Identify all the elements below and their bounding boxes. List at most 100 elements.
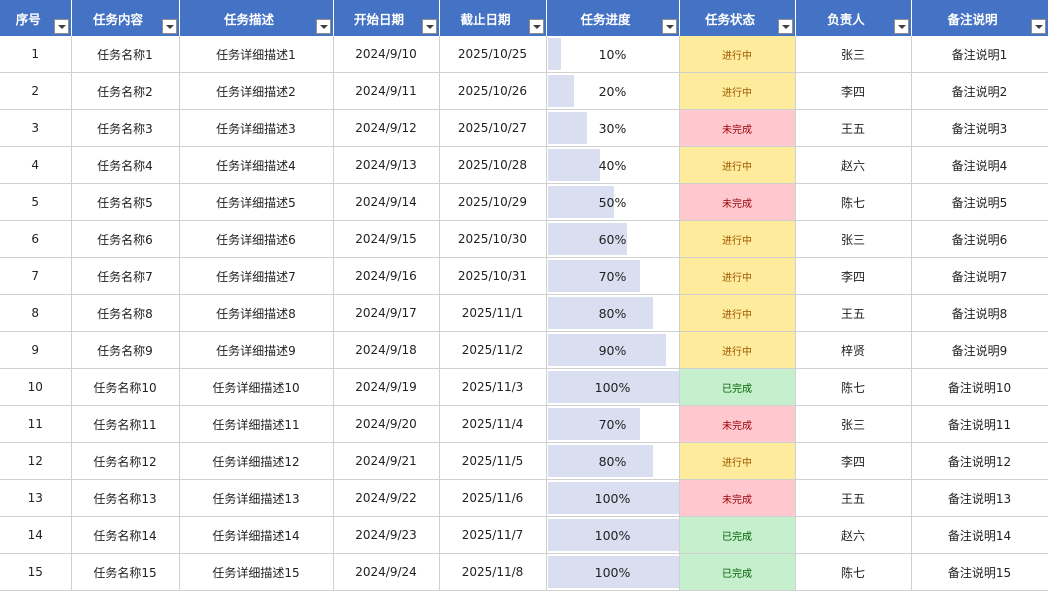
cell-progress[interactable]: 80% xyxy=(546,294,680,332)
filter-dropdown-icon[interactable] xyxy=(777,19,793,34)
cell-owner[interactable]: 张三 xyxy=(795,405,912,443)
cell-description[interactable]: 任务详细描述14 xyxy=(179,516,334,554)
cell-task[interactable]: 任务名称6 xyxy=(71,220,180,258)
cell-note[interactable]: 备注说明11 xyxy=(911,405,1048,443)
cell-note[interactable]: 备注说明6 xyxy=(911,220,1048,258)
cell-task[interactable]: 任务名称11 xyxy=(71,405,180,443)
cell-note[interactable]: 备注说明12 xyxy=(911,442,1048,480)
cell-note[interactable]: 备注说明5 xyxy=(911,183,1048,221)
cell-end-date[interactable]: 2025/10/26 xyxy=(439,72,547,110)
cell-end-date[interactable]: 2025/11/4 xyxy=(439,405,547,443)
cell-end-date[interactable]: 2025/10/27 xyxy=(439,109,547,147)
cell-end-date[interactable]: 2025/11/2 xyxy=(439,331,547,369)
cell-start-date[interactable]: 2024/9/11 xyxy=(333,72,440,110)
cell-note[interactable]: 备注说明10 xyxy=(911,368,1048,406)
cell-status[interactable]: 未完成 xyxy=(679,479,796,517)
cell-owner[interactable]: 陈七 xyxy=(795,183,912,221)
cell-owner[interactable]: 李四 xyxy=(795,72,912,110)
cell-task[interactable]: 任务名称9 xyxy=(71,331,180,369)
cell-owner[interactable]: 王五 xyxy=(795,294,912,332)
filter-dropdown-icon[interactable] xyxy=(421,19,437,34)
filter-dropdown-icon[interactable] xyxy=(893,19,909,34)
cell-id[interactable]: 3 xyxy=(0,109,72,147)
cell-owner[interactable]: 王五 xyxy=(795,479,912,517)
cell-id[interactable]: 4 xyxy=(0,146,72,184)
cell-owner[interactable]: 陈七 xyxy=(795,368,912,406)
cell-start-date[interactable]: 2024/9/14 xyxy=(333,183,440,221)
cell-task[interactable]: 任务名称1 xyxy=(71,36,180,73)
cell-description[interactable]: 任务详细描述12 xyxy=(179,442,334,480)
cell-description[interactable]: 任务详细描述7 xyxy=(179,257,334,295)
cell-id[interactable]: 2 xyxy=(0,72,72,110)
filter-dropdown-icon[interactable] xyxy=(53,19,69,34)
cell-owner[interactable]: 李四 xyxy=(795,257,912,295)
cell-progress[interactable]: 20% xyxy=(546,72,680,110)
cell-start-date[interactable]: 2024/9/21 xyxy=(333,442,440,480)
cell-id[interactable]: 10 xyxy=(0,368,72,406)
cell-start-date[interactable]: 2024/9/13 xyxy=(333,146,440,184)
filter-dropdown-icon[interactable] xyxy=(315,19,331,34)
cell-end-date[interactable]: 2025/11/7 xyxy=(439,516,547,554)
cell-end-date[interactable]: 2025/10/25 xyxy=(439,36,547,73)
cell-note[interactable]: 备注说明3 xyxy=(911,109,1048,147)
header-start-date[interactable]: 开始日期 xyxy=(333,0,440,36)
cell-progress[interactable]: 90% xyxy=(546,331,680,369)
cell-progress[interactable]: 30% xyxy=(546,109,680,147)
cell-description[interactable]: 任务详细描述6 xyxy=(179,220,334,258)
cell-id[interactable]: 8 xyxy=(0,294,72,332)
cell-owner[interactable]: 陈七 xyxy=(795,553,912,591)
filter-dropdown-icon[interactable] xyxy=(161,19,177,34)
cell-end-date[interactable]: 2025/11/5 xyxy=(439,442,547,480)
cell-id[interactable]: 13 xyxy=(0,479,72,517)
cell-status[interactable]: 已完成 xyxy=(679,516,796,554)
cell-start-date[interactable]: 2024/9/24 xyxy=(333,553,440,591)
cell-description[interactable]: 任务详细描述5 xyxy=(179,183,334,221)
cell-start-date[interactable]: 2024/9/22 xyxy=(333,479,440,517)
cell-note[interactable]: 备注说明9 xyxy=(911,331,1048,369)
cell-status[interactable]: 未完成 xyxy=(679,109,796,147)
cell-owner[interactable]: 李四 xyxy=(795,442,912,480)
cell-start-date[interactable]: 2024/9/18 xyxy=(333,331,440,369)
cell-id[interactable]: 9 xyxy=(0,331,72,369)
cell-status[interactable]: 已完成 xyxy=(679,368,796,406)
cell-progress[interactable]: 70% xyxy=(546,257,680,295)
cell-start-date[interactable]: 2024/9/16 xyxy=(333,257,440,295)
cell-owner[interactable]: 赵六 xyxy=(795,146,912,184)
cell-status[interactable]: 已完成 xyxy=(679,553,796,591)
cell-task[interactable]: 任务名称14 xyxy=(71,516,180,554)
cell-id[interactable]: 6 xyxy=(0,220,72,258)
cell-status[interactable]: 进行中 xyxy=(679,146,796,184)
cell-note[interactable]: 备注说明15 xyxy=(911,553,1048,591)
cell-progress[interactable]: 10% xyxy=(546,36,680,73)
cell-id[interactable]: 11 xyxy=(0,405,72,443)
cell-status[interactable]: 进行中 xyxy=(679,294,796,332)
cell-progress[interactable]: 80% xyxy=(546,442,680,480)
cell-status[interactable]: 进行中 xyxy=(679,257,796,295)
filter-dropdown-icon[interactable] xyxy=(661,19,677,34)
cell-owner[interactable]: 梓贤 xyxy=(795,331,912,369)
cell-note[interactable]: 备注说明8 xyxy=(911,294,1048,332)
cell-start-date[interactable]: 2024/9/15 xyxy=(333,220,440,258)
cell-owner[interactable]: 赵六 xyxy=(795,516,912,554)
cell-status[interactable]: 未完成 xyxy=(679,405,796,443)
cell-description[interactable]: 任务详细描述10 xyxy=(179,368,334,406)
cell-task[interactable]: 任务名称4 xyxy=(71,146,180,184)
cell-note[interactable]: 备注说明4 xyxy=(911,146,1048,184)
cell-task[interactable]: 任务名称2 xyxy=(71,72,180,110)
cell-description[interactable]: 任务详细描述13 xyxy=(179,479,334,517)
cell-status[interactable]: 进行中 xyxy=(679,442,796,480)
cell-start-date[interactable]: 2024/9/20 xyxy=(333,405,440,443)
cell-task[interactable]: 任务名称10 xyxy=(71,368,180,406)
cell-end-date[interactable]: 2025/10/29 xyxy=(439,183,547,221)
cell-task[interactable]: 任务名称13 xyxy=(71,479,180,517)
cell-start-date[interactable]: 2024/9/19 xyxy=(333,368,440,406)
cell-progress[interactable]: 100% xyxy=(546,368,680,406)
cell-end-date[interactable]: 2025/10/28 xyxy=(439,146,547,184)
cell-note[interactable]: 备注说明13 xyxy=(911,479,1048,517)
cell-description[interactable]: 任务详细描述3 xyxy=(179,109,334,147)
cell-end-date[interactable]: 2025/11/3 xyxy=(439,368,547,406)
cell-progress[interactable]: 100% xyxy=(546,553,680,591)
cell-note[interactable]: 备注说明2 xyxy=(911,72,1048,110)
cell-id[interactable]: 5 xyxy=(0,183,72,221)
cell-status[interactable]: 未完成 xyxy=(679,183,796,221)
